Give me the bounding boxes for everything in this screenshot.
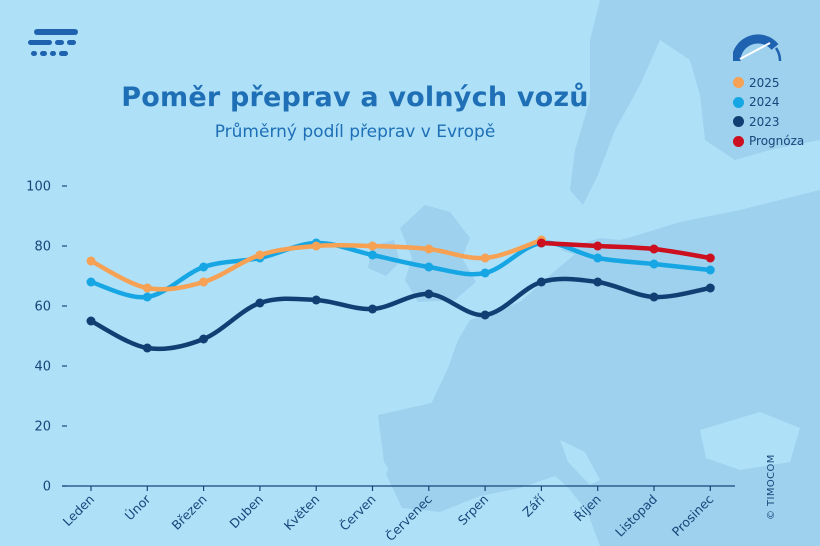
- data-point-prognoza: [705, 253, 715, 263]
- x-tick-label: Leden: [60, 492, 97, 529]
- data-point-prognoza: [649, 244, 659, 254]
- data-point-2024: [480, 268, 490, 278]
- copyright-notice: © TIMOCOM: [766, 454, 777, 520]
- chart-title: Poměr přeprav a volných vozů: [121, 82, 589, 113]
- legend-label: 2024: [749, 95, 780, 110]
- x-tick-label: Červenec: [382, 491, 435, 544]
- y-tick-label: 60: [34, 300, 51, 315]
- data-point-2025: [199, 277, 209, 287]
- data-point-2023: [368, 304, 377, 314]
- data-point-2024: [368, 250, 377, 260]
- data-point-2024: [199, 262, 209, 272]
- series-line-prognoza: [539, 240, 713, 261]
- data-point-2023: [255, 298, 265, 308]
- x-tick-label: Březen: [168, 492, 209, 533]
- data-point-2025: [424, 244, 434, 254]
- data-point-2025: [480, 253, 490, 263]
- x-tick-label: Listopad: [612, 492, 660, 540]
- map-british-isles: [400, 205, 476, 302]
- data-point-2023: [705, 283, 715, 293]
- data-point-2023: [593, 277, 603, 287]
- data-point-2023: [536, 277, 546, 287]
- map-adriatic: [560, 440, 600, 485]
- data-point-2025: [368, 241, 377, 251]
- data-point-2024: [142, 292, 152, 302]
- x-tick-label: Srpen: [455, 492, 492, 529]
- x-tick-label: Prosinec: [669, 491, 717, 539]
- data-point-2025: [311, 241, 321, 251]
- map-iberia: [378, 402, 470, 494]
- legend-item-2024: 2024: [733, 93, 804, 113]
- data-point-2024: [424, 262, 434, 272]
- data-point-prognoza: [593, 241, 603, 251]
- x-tick-label: Září: [519, 491, 548, 520]
- data-point-2023: [424, 289, 434, 299]
- y-tick-label: 80: [34, 240, 51, 255]
- data-point-2023: [311, 295, 321, 305]
- series-line-2023: [88, 276, 713, 352]
- legend-item-2023: 2023: [733, 112, 804, 132]
- map-italy: [520, 412, 610, 522]
- data-point-2024: [649, 259, 659, 269]
- data-point-prognoza: [536, 238, 546, 248]
- data-point-2023: [86, 316, 96, 326]
- data-point-2024: [593, 253, 603, 263]
- map-baltic-sea: [610, 150, 665, 225]
- legend-item-2025: 2025: [733, 73, 804, 93]
- data-point-2024: [705, 265, 715, 275]
- x-tick-label: Červen: [336, 492, 378, 534]
- legend-marker: [733, 96, 744, 108]
- legend-item-forecast: Prognóza: [733, 132, 804, 152]
- chart-subtitle: Průměrný podíl přeprav v Evropě: [214, 122, 496, 142]
- timocom-logo: [28, 29, 78, 56]
- map-black-sea: [700, 412, 800, 470]
- data-point-2024: [86, 277, 96, 287]
- gauge-icon: [733, 34, 782, 62]
- x-tick-label: Květen: [281, 492, 323, 534]
- y-tick-label: 100: [26, 180, 51, 195]
- legend: 2025 2024 2023 Prognóza: [733, 73, 804, 151]
- data-point-2025: [86, 256, 96, 266]
- y-tick-label: 0: [43, 480, 51, 495]
- y-tick-label: 40: [34, 360, 51, 375]
- data-point-2023: [142, 343, 152, 353]
- legend-label: Prognóza: [749, 134, 805, 149]
- legend-label: 2025: [749, 75, 780, 90]
- legend-marker: [733, 77, 744, 89]
- data-point-2023: [649, 292, 659, 302]
- x-tick-label: Duben: [226, 492, 266, 532]
- x-tick-label: Říjen: [571, 492, 604, 525]
- data-point-2023: [480, 310, 490, 320]
- x-tick-label: Únor: [122, 491, 154, 523]
- legend-marker: [733, 135, 744, 147]
- data-point-2023: [199, 334, 209, 344]
- data-point-2025: [255, 250, 265, 260]
- data-point-2025: [142, 283, 152, 293]
- y-tick-label: 20: [34, 420, 51, 435]
- legend-marker: [733, 116, 744, 128]
- map-scandinavia: [570, 0, 820, 205]
- legend-label: 2023: [749, 114, 780, 129]
